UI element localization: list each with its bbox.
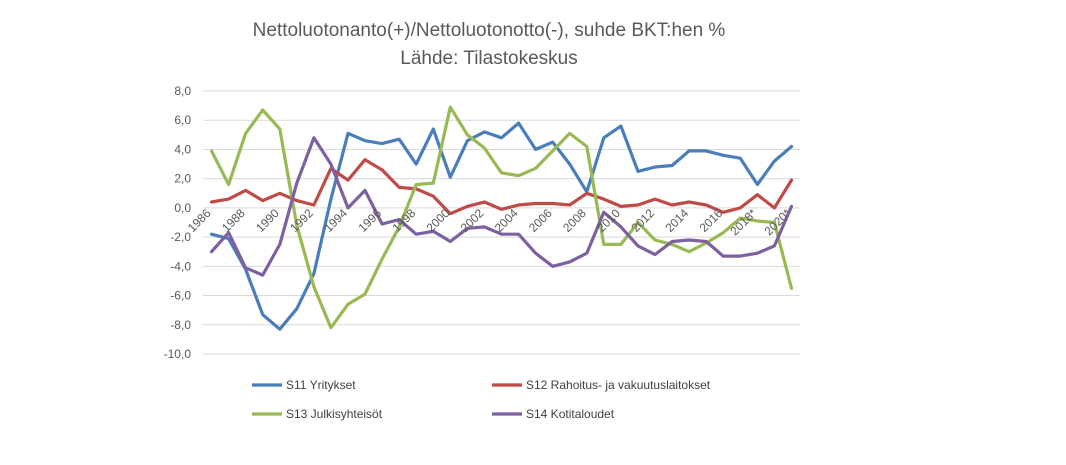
- x-tick-label: 1992: [287, 206, 316, 235]
- legend-item: S11 Yritykset: [252, 378, 356, 392]
- y-tick-label: -8,0: [170, 318, 191, 332]
- x-tick-label: 2004: [492, 206, 521, 235]
- y-tick-label: -4,0: [170, 259, 191, 273]
- legend-label: S11 Yritykset: [286, 378, 356, 392]
- legend-item: S12 Rahoitus- ja vakuutuslaitokset: [492, 378, 711, 392]
- legend-item: S13 Julkisyhteisöt: [252, 407, 383, 421]
- y-tick-label: 2,0: [174, 172, 191, 186]
- x-tick-label: 2006: [526, 206, 555, 235]
- legend-label: S14 Kotitaloudet: [526, 407, 615, 421]
- x-tick-label: 2014: [662, 206, 691, 235]
- y-tick-label: -6,0: [170, 289, 191, 303]
- chart-title: Nettoluotonanto(+)/Nettoluotonotto(-), s…: [253, 20, 726, 41]
- legend-label: S13 Julkisyhteisöt: [286, 407, 383, 421]
- x-axis-tick-labels: 1986 1988 1990 1992 1994 1996 1998 2000 2002 2004…: [185, 206, 794, 238]
- series-line-1: [209, 121, 794, 331]
- y-tick-label: 6,0: [174, 113, 191, 127]
- series-line-4: [209, 136, 794, 277]
- y-tick-label: 0,0: [174, 201, 191, 215]
- y-tick-label: -2,0: [170, 230, 191, 244]
- series-line-2: [209, 158, 794, 216]
- y-tick-label: -10,0: [164, 347, 192, 361]
- x-tick-label: 2008: [560, 206, 589, 235]
- x-tick-label: 1988: [219, 206, 248, 235]
- legend-label: S12 Rahoitus- ja vakuutuslaitokset: [526, 378, 711, 392]
- y-tick-label: 4,0: [174, 142, 191, 156]
- chart-subtitle: Lähde: Tilastokeskus: [400, 48, 577, 69]
- legend-item: S14 Kotitaloudet: [492, 407, 615, 421]
- series-line-3: [209, 105, 794, 330]
- x-tick-label: 1990: [253, 206, 282, 235]
- y-tick-label: 8,0: [174, 84, 191, 98]
- y-axis-tick-labels: 8,0 6,0 4,0 2,0 0,0 -2,0 -4,0 -6,0 -8,0 -10,0: [164, 84, 192, 361]
- series-lines: [209, 105, 794, 331]
- legend: S11 Yritykset S12 Rahoitus- ja vakuutusla…: [252, 378, 711, 421]
- x-tick-label: 1994: [321, 206, 350, 235]
- x-tick-label: 2012: [628, 206, 657, 235]
